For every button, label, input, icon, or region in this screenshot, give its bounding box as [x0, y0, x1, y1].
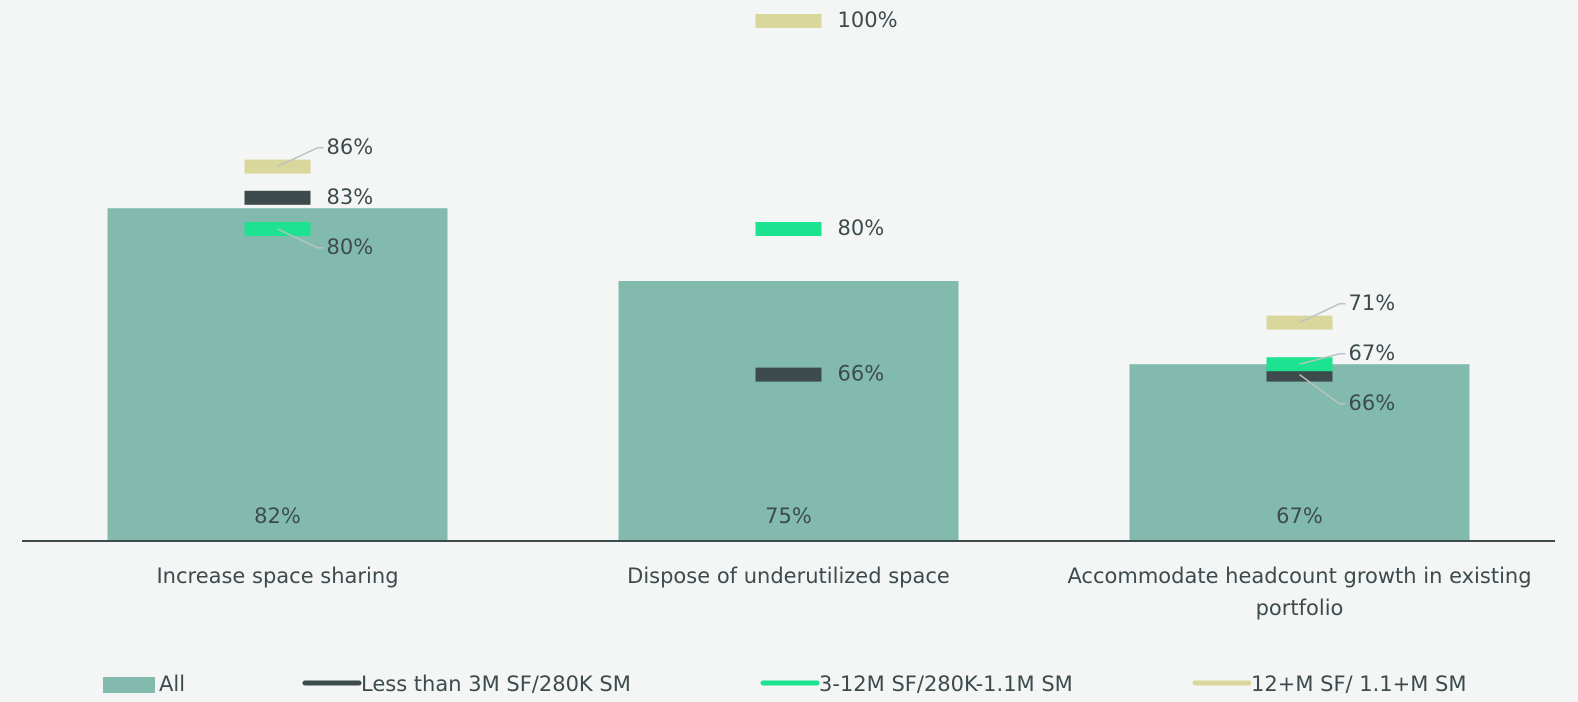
bar-value-label: 75% [765, 504, 812, 528]
x-tick-label: Dispose of underutilized space [627, 564, 950, 588]
marker-value-label: 100% [838, 8, 898, 32]
bar [618, 281, 959, 541]
x-tick-label: Increase space sharing [156, 564, 399, 588]
leader-line [277, 228, 324, 249]
bar [1129, 364, 1470, 541]
marker [755, 14, 822, 28]
marker-value-label: 80% [327, 235, 374, 259]
marker [755, 222, 822, 236]
marker-value-label: 86% [327, 135, 374, 159]
marker [244, 190, 311, 205]
marker-value-label: 83% [327, 185, 374, 209]
marker [755, 367, 822, 382]
legend-label: All [159, 672, 185, 696]
marker-value-label: 80% [838, 216, 885, 240]
leader-line [1299, 353, 1346, 365]
marker-value-label: 71% [1349, 291, 1396, 315]
x-tick-label: Accommodate headcount growth in existing… [1067, 564, 1532, 620]
bar [107, 208, 448, 541]
marker-value-label: 66% [838, 362, 885, 386]
marker-value-label: 67% [1349, 341, 1396, 365]
leader-line [1299, 373, 1346, 405]
bar-value-label: 67% [1276, 504, 1323, 528]
legend-swatch [103, 677, 155, 693]
leader-line [1299, 303, 1346, 324]
legend-label: 3-12M SF/280K-1.1M SM [819, 672, 1073, 696]
bar-value-label: 82% [254, 504, 301, 528]
legend-label: Less than 3M SF/280K SM [361, 672, 631, 696]
marker-value-label: 66% [1349, 391, 1396, 415]
leader-line [277, 147, 324, 168]
legend-label: 12+M SF/ 1.1+M SM [1251, 672, 1467, 696]
